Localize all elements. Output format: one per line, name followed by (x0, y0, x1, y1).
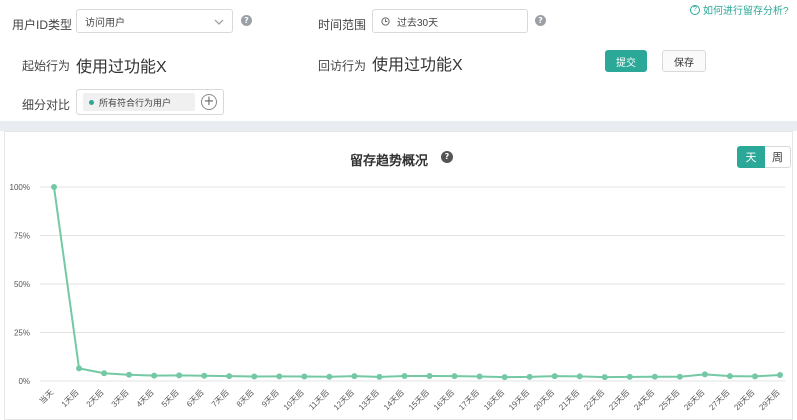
time-range-help-icon[interactable]: ? (535, 15, 546, 26)
return-action-label: 回访行为 (318, 59, 367, 73)
chart-panel (4, 131, 793, 420)
segment-box: 所有符合行为用户 + (76, 89, 224, 115)
add-segment-icon[interactable]: + (201, 94, 217, 110)
save-button[interactable]: 保存 (662, 50, 706, 72)
submit-button[interactable]: 提交 (605, 50, 647, 72)
question-icon: ? (690, 4, 700, 15)
chart-help-icon[interactable]: ? (441, 151, 453, 163)
user-id-type-select[interactable]: 访问用户 (76, 9, 233, 33)
user-id-type-label: 用户ID类型 (12, 18, 73, 32)
section-divider (0, 121, 797, 131)
start-action-label: 起始行为 (22, 59, 71, 73)
segment-chip[interactable]: 所有符合行为用户 (83, 93, 195, 111)
toggle-week[interactable]: 周 (765, 146, 791, 168)
time-range-picker[interactable]: 过去30天 (372, 9, 528, 33)
clock-icon (381, 16, 390, 26)
help-link[interactable]: ? 如何进行留存分析? (690, 2, 789, 17)
start-action-value[interactable]: 使用过功能X (76, 59, 167, 76)
toggle-day[interactable]: 天 (737, 146, 765, 168)
time-range-label: 时间范围 (318, 18, 367, 32)
segment-chip-label: 所有符合行为用户 (99, 97, 172, 108)
user-id-type-help-icon[interactable]: ? (241, 15, 252, 26)
chart-title: 留存趋势概况 (350, 153, 429, 168)
user-id-type-value: 访问用户 (85, 17, 125, 29)
help-link-label: 如何进行留存分析? (703, 6, 789, 17)
segment-dot-icon (89, 99, 94, 105)
segment-label: 细分对比 (22, 98, 71, 112)
chevron-down-icon (214, 19, 224, 25)
time-range-value: 过去30天 (397, 17, 439, 29)
return-action-value[interactable]: 使用过功能X (372, 57, 463, 74)
